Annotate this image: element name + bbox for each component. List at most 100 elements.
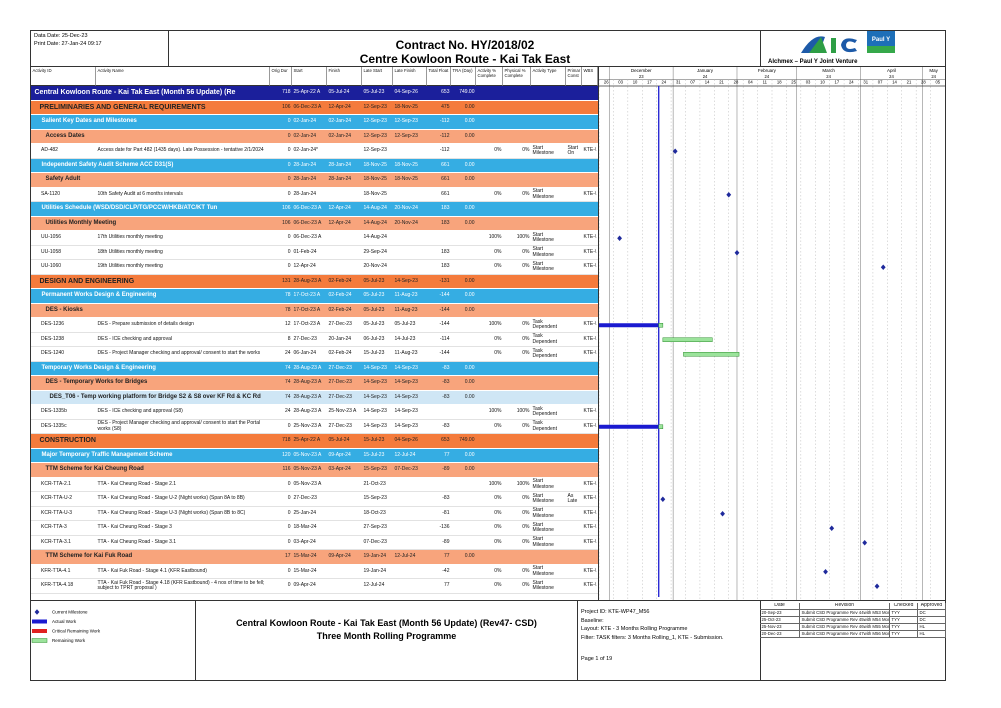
summary-cell: 0.00 <box>464 132 475 139</box>
cell: Task Dependent <box>532 405 557 418</box>
actual-bar <box>599 424 659 429</box>
summary-cell: 74 <box>284 393 291 400</box>
summary-cell: 05-Nov-23 A <box>293 451 322 458</box>
cell: 0% <box>494 567 502 574</box>
summary-cell: -144 <box>439 292 450 299</box>
summary-cell: 18-Nov-25 <box>394 176 418 183</box>
cell: 11-Aug-23 <box>394 350 418 357</box>
summary-name: Central Kowloon Route - Kai Tak East (Mo… <box>34 89 236 97</box>
cell: Access date for Part 482 (1435 days). La… <box>97 147 264 154</box>
cell: 0% <box>522 495 530 502</box>
milestone <box>829 525 835 532</box>
cell: KTE-\ <box>583 495 597 502</box>
summary-name: Temporary Works Design & Engineering <box>41 364 156 371</box>
summary-cell: -131 <box>439 277 450 284</box>
legend-label: Actual Work <box>52 619 77 624</box>
cell: 0 <box>287 524 291 531</box>
summary-cell: 17 <box>284 553 291 560</box>
cell: 25-Nov-23 A <box>328 408 357 415</box>
cell: 18-Oct-23 <box>363 509 386 516</box>
logo-box <box>760 30 946 67</box>
week-label: 24 <box>662 80 667 85</box>
month-label: May <box>929 68 938 73</box>
cell: 0 <box>287 509 291 516</box>
revision-cell: Submit CSD Programme Rev 44with M53 Mon <box>800 610 890 617</box>
cell: 25-Nov-23 A <box>293 422 322 429</box>
cell: TTA - Kai Cheung Road - Stage U-3 (Night… <box>97 509 246 516</box>
cell: 28-Aug-23 A <box>293 408 322 415</box>
cell: 0% <box>522 350 530 357</box>
summary-cell: 0 <box>287 176 291 183</box>
summary-cell: 653 <box>441 89 450 96</box>
summary-cell: 0.00 <box>464 553 475 560</box>
column-header: Physical % Complete <box>503 67 531 86</box>
cell: 07-Dec-23 <box>363 538 387 545</box>
cell: Start Milestone <box>532 246 554 258</box>
column-header: Late Start <box>362 67 393 86</box>
summary-cell: 05-Jul-23 <box>363 277 385 284</box>
summary-cell: 661 <box>441 161 450 168</box>
summary-name: PRELIMINARIES AND GENERAL REQUIREMENTS <box>39 103 206 111</box>
row-rule <box>31 505 598 507</box>
project-info: Project ID: KTE-WP47_M56 <box>581 609 650 615</box>
row-rule <box>31 520 598 521</box>
legend-label: Remaining Work <box>52 638 86 643</box>
cell: 14-Aug-24 <box>363 234 387 241</box>
rule <box>195 600 196 681</box>
year-label: 24 <box>826 74 831 79</box>
cell: 27-Sep-23 <box>363 524 387 531</box>
cell: Start Milestone <box>532 144 554 157</box>
cell: KTE-\ <box>583 422 597 429</box>
page-frame <box>30 30 946 681</box>
cell: KTE-\ <box>583 509 597 516</box>
summary-cell: 653 <box>441 437 450 444</box>
summary-cell: -83 <box>442 379 450 386</box>
revision-header: Approved <box>918 603 946 610</box>
row-rule <box>31 331 598 333</box>
row-rule <box>31 360 598 362</box>
summary-name: CONSTRUCTION <box>39 437 96 445</box>
year-label: 23 <box>639 74 644 79</box>
cell: 0 <box>287 234 291 241</box>
rule <box>760 600 761 681</box>
logo-badge-text: Paul Y <box>872 37 890 43</box>
column-header: Orig Dur <box>270 67 292 86</box>
cell: KTE-\ <box>583 321 597 328</box>
summary-cell: 14-Sep-23 <box>363 379 387 386</box>
summary-cell: 0.00 <box>464 103 475 110</box>
data-date-value: 25-Dec-23 <box>61 33 88 39</box>
summary-cell: -112 <box>439 132 450 139</box>
summary-cell: 15-Jul-23 <box>363 451 385 458</box>
week-label: 21 <box>719 80 724 85</box>
summary-cell: 02-Jan-24 <box>328 132 352 139</box>
summary-band <box>31 173 598 188</box>
cell: 0% <box>494 263 502 270</box>
cell: Start Milestone <box>532 507 554 519</box>
logo-badge <box>867 46 895 53</box>
cell: Start Milestone <box>532 579 554 592</box>
cell: 8 <box>287 335 291 342</box>
remaining-bar <box>662 337 713 342</box>
summary-cell: 05-Jul-24 <box>328 89 350 96</box>
summary-cell: 116 <box>282 466 291 473</box>
company: Alchmex – Paul Y Joint Venture <box>768 59 858 65</box>
cell: 0 <box>287 495 291 502</box>
cell: KTE-\ <box>583 582 597 589</box>
cell: 15-Jul-23 <box>363 350 385 357</box>
cell: 06-Jan-24 <box>293 350 317 357</box>
cell: 01-Feb-24 <box>293 248 317 255</box>
revision-cell: DC <box>918 610 946 617</box>
summary-name: DESIGN AND ENGINEERING <box>39 277 135 285</box>
cell: 27-Dec-23 <box>293 335 317 342</box>
cell: 14-Sep-23 <box>394 408 418 415</box>
cell: UU-1056 <box>41 234 62 241</box>
cell: 15-Mar-24 <box>293 567 317 574</box>
summary-cell: 12-Apr-24 <box>328 103 351 110</box>
legend-swatch <box>32 629 47 633</box>
summary-name: Utilities Schedule (WSD/DSD/CLP/TG/PCCW/… <box>41 205 218 212</box>
column-header: Start <box>292 67 327 86</box>
summary-cell: 14-Aug-24 <box>363 219 387 226</box>
cell: Start Milestone <box>532 492 554 505</box>
week-label: 28 <box>734 80 739 85</box>
cell: DES-1236 <box>41 321 65 328</box>
